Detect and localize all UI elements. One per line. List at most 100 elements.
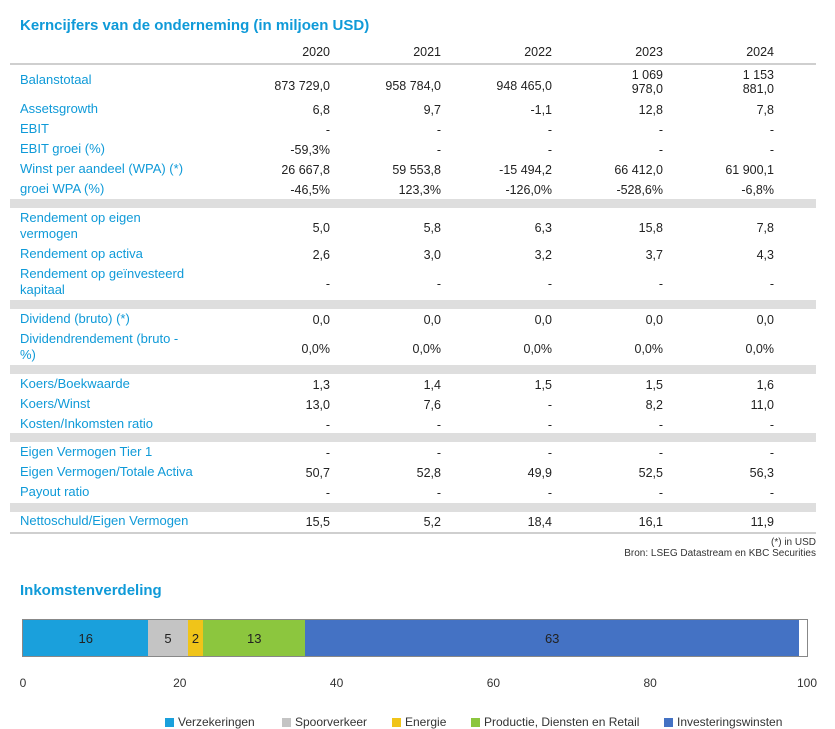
cell-2020: 2,6 — [312, 248, 330, 262]
legend-entry: Energie — [392, 715, 446, 729]
cell-2020: 0,0 — [312, 313, 330, 327]
table-row: EBIT groei (%) -59,3% - - - - — [10, 141, 816, 157]
row-label: Rendement op activa — [20, 246, 143, 261]
legend-entry: Spoorverkeer — [282, 715, 367, 729]
cell-2024: 61 900,1 — [725, 163, 774, 177]
x-tick-label: 0 — [19, 676, 27, 690]
group-separator — [10, 503, 816, 512]
page-title: Kerncijfers van de onderneming (in miljo… — [20, 17, 370, 34]
x-tick-label: 60 — [486, 676, 501, 690]
table-row: Rendement op activa 2,6 3,0 3,2 3,7 4,3 — [10, 246, 816, 262]
group-separator — [10, 300, 816, 309]
table-row: Rendement op geïnvesteerd kapitaal - - - - - — [10, 266, 816, 298]
footnote: (*) in USD — [770, 537, 816, 548]
cell-2024: 1,6 — [756, 378, 774, 392]
cell-2021: - — [436, 123, 441, 137]
cell-2022: 1,5 — [534, 378, 552, 392]
cell-2022: -15 494,2 — [499, 163, 552, 177]
legend-swatch — [471, 718, 480, 727]
cell-2022: 18,4 — [527, 515, 552, 529]
cell-2021: 0,0 — [423, 313, 441, 327]
cell-2023: - — [658, 277, 663, 291]
cell-2024: - — [769, 418, 774, 432]
table-row: Koers/Winst 13,0 7,6 - 8,2 11,0 — [10, 396, 816, 412]
row-label: Payout ratio — [20, 484, 90, 499]
table-row: Nettoschuld/Eigen Vermogen 15,5 5,2 18,4 16,… — [10, 513, 816, 529]
bar-segment-spoorverkeer: 5 — [148, 620, 188, 657]
cell-2021: 123,3% — [398, 183, 441, 197]
year-header-2020: 2020 — [302, 45, 330, 59]
table-row: groei WPA (%) -46,5% 123,3% -126,0% -528,6% -… — [10, 181, 816, 197]
cell-2020: 26 667,8 — [281, 163, 330, 177]
cell-2020: -59,3% — [290, 143, 330, 157]
cell-2023: 16,1 — [638, 515, 663, 529]
cell-2021: - — [436, 486, 441, 500]
table-row: Eigen Vermogen Tier 1 - - - - - — [10, 444, 816, 460]
bar-data-label: 2 — [191, 631, 200, 646]
legend-swatch — [392, 718, 401, 727]
table-row: Winst per aandeel (WPA) (*) 26 667,8 59 55… — [10, 161, 816, 177]
legend-entry: Productie, Diensten en Retail — [471, 715, 639, 729]
cell-2022: -1,1 — [530, 103, 552, 117]
cell-2023: 1,5 — [645, 378, 663, 392]
row-label: Balanstotaal — [20, 72, 92, 87]
cell-2021: 9,7 — [423, 103, 441, 117]
bar-frame — [22, 619, 808, 657]
cell-2021: - — [436, 418, 441, 432]
cell-2024: 1 153 881,0 — [742, 68, 774, 96]
cell-2020: - — [325, 446, 330, 460]
cell-2020: - — [325, 486, 330, 500]
year-header-2023: 2023 — [635, 45, 663, 59]
row-label: Rendement op eigen vermogen — [20, 210, 141, 241]
cell-2022: 3,2 — [534, 248, 552, 262]
group-separator — [10, 365, 816, 374]
cell-2021: 52,8 — [416, 466, 441, 480]
cell-2020: -46,5% — [290, 183, 330, 197]
row-label: Rendement op geïnvesteerd kapitaal — [20, 266, 185, 297]
cell-2023: 8,2 — [645, 398, 663, 412]
legend-entry: Investeringswinsten — [664, 715, 782, 729]
cell-2024: 7,8 — [756, 103, 774, 117]
cell-2021: 3,0 — [423, 248, 441, 262]
legend-label: Investeringswinsten — [677, 715, 783, 729]
bar-segment-energie: 2 — [187, 620, 204, 657]
cell-2020: - — [325, 123, 330, 137]
cell-2021: - — [436, 277, 441, 291]
cell-2024: - — [769, 277, 774, 291]
cell-2021: 0,0% — [412, 342, 442, 356]
cell-2024: 11,0 — [750, 398, 774, 412]
legend-entry: Verzekeringen — [165, 715, 255, 729]
cell-2022: 948 465,0 — [496, 79, 552, 93]
legend-label: Productie, Diensten en Retail — [484, 715, 640, 729]
cell-2020: 873 729,0 — [274, 79, 330, 93]
cell-2024: - — [769, 143, 774, 157]
table-row: Dividend (bruto) (*) 0,0 0,0 0,0 0,0 0,0 — [10, 311, 816, 327]
table-row: Rendement op eigen vermogen 5,0 5,8 6,3 15,8 7… — [10, 210, 816, 242]
year-header-2024: 2024 — [746, 45, 774, 59]
bar-segment-investeringswinsten: 63 — [305, 620, 800, 657]
table-row: EBIT - - - - - — [10, 121, 816, 137]
cell-2023: 12,8 — [638, 103, 663, 117]
cell-2022: - — [547, 418, 552, 432]
income-section-title: Inkomstenverdeling — [20, 582, 162, 599]
x-tick-label: 40 — [329, 676, 344, 690]
cell-2020: 15,5 — [305, 515, 330, 529]
cell-2024: - — [769, 123, 774, 137]
row-label: Koers/Boekwaarde — [20, 376, 130, 391]
cell-2023: -528,6% — [616, 183, 663, 197]
cell-2021: 59 553,8 — [392, 163, 441, 177]
row-label: Eigen Vermogen Tier 1 — [20, 444, 153, 459]
cell-2022: 6,3 — [534, 221, 552, 235]
legend-swatch — [282, 718, 291, 727]
cell-2020: 50,7 — [305, 466, 330, 480]
cell-2021: 5,8 — [423, 221, 441, 235]
row-label: EBIT — [20, 121, 49, 136]
cell-2023: 52,5 — [638, 466, 663, 480]
group-separator — [10, 199, 816, 208]
legend-label: Verzekeringen — [178, 715, 255, 729]
cell-2024: -6,8% — [741, 183, 774, 197]
row-label: Dividend (bruto) (*) — [20, 311, 130, 326]
cell-2023: 0,0 — [645, 313, 663, 327]
year-header-2022: 2022 — [524, 45, 552, 59]
cell-2021: - — [436, 143, 441, 157]
